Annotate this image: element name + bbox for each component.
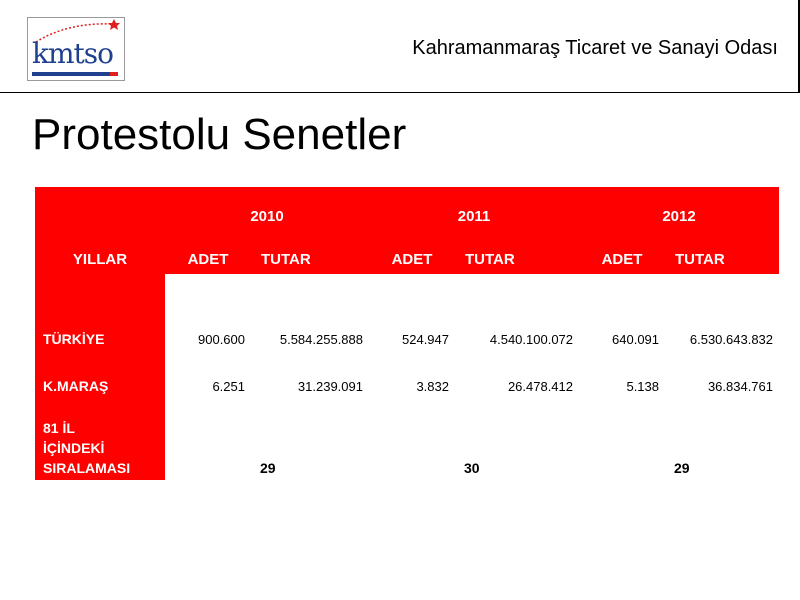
year-header-row: 2010 2011 2012	[35, 187, 780, 245]
adet-2012-header: ADET	[579, 245, 666, 274]
kmtso-logo: kmtso	[27, 17, 125, 81]
adet-2011-header: ADET	[369, 245, 455, 274]
cell-value: 5.138	[626, 378, 660, 394]
logo-strip	[32, 72, 118, 76]
cell-value: 4.540.100.072	[489, 332, 574, 347]
cell-value: 26.478.412	[507, 378, 574, 394]
cell-value: 640.091	[612, 332, 660, 347]
rank-2011: 30	[464, 460, 480, 476]
kmtso-logo-icon	[35, 19, 120, 43]
rank-label-line: 81 İL	[43, 420, 75, 436]
rank-label-line: SIRALAMASI	[43, 460, 131, 476]
org-name: Kahramanmaraş Ticaret ve Sanayi Odası	[412, 37, 778, 59]
cell-value: 3.832	[416, 378, 449, 394]
rank-row: 81 İL İÇİNDEKİ SIRALAMASI 29 30 29	[35, 409, 779, 480]
cell-value: 524.947	[402, 332, 449, 347]
tutar-2010-header: TUTAR	[251, 245, 369, 274]
year-2012: 2012	[579, 187, 780, 245]
cell-value: 6.251	[212, 378, 245, 394]
protest-table-wrap: 2010 2011 2012 YILLAR ADET TUTAR ADET TU…	[35, 187, 780, 480]
year-2011: 2011	[369, 187, 580, 245]
rank-2012: 29	[674, 460, 690, 476]
page-title: Protestolu Senetler	[32, 110, 407, 159]
tutar-2012-header: TUTAR	[665, 245, 780, 274]
logo-text: kmtso	[32, 37, 114, 70]
protest-table: 2010 2011 2012 YILLAR ADET TUTAR ADET TU…	[35, 187, 780, 480]
year-2010: 2010	[165, 187, 369, 245]
cell-value: 5.584.255.888	[279, 332, 363, 347]
cell-value: 6.530.643.832	[689, 332, 774, 347]
cell-value: 31.239.091	[297, 378, 363, 394]
adet-2010-header: ADET	[165, 245, 251, 274]
table-row: TÜRKİYE 900.600 5.584.255.888 524.947 4.…	[35, 274, 779, 363]
sub-header-row: YILLAR ADET TUTAR ADET TUTAR ADET TUTAR	[35, 245, 780, 274]
cell-value: 900.600	[198, 332, 245, 347]
rank-2010: 29	[260, 460, 276, 476]
cell-value: 36.834.761	[707, 378, 774, 394]
rank-row-label: 81 İL İÇİNDEKİ SIRALAMASI	[35, 409, 165, 480]
rank-label-line: İÇİNDEKİ	[43, 440, 105, 456]
table-row: K.MARAŞ 6.251 31.239.091 3.832 26.478.41…	[35, 363, 779, 409]
row-label-kmaras: K.MARAŞ	[35, 363, 165, 409]
slide-header: kmtso Kahramanmaraş Ticaret ve Sanayi Od…	[0, 0, 800, 93]
tutar-2011-header: TUTAR	[455, 245, 580, 274]
label-header: YILLAR	[35, 245, 165, 274]
header-corner	[35, 187, 165, 245]
row-label-turkiye: TÜRKİYE	[35, 274, 165, 363]
